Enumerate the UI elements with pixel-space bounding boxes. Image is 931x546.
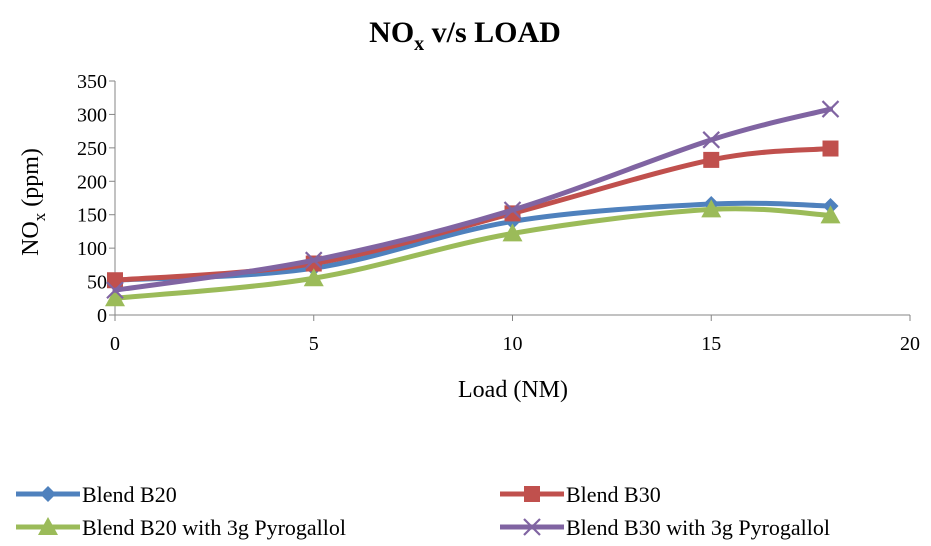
series-line [112, 146, 833, 283]
legend-marker [40, 486, 56, 502]
data-point [703, 151, 720, 168]
data-point [105, 288, 125, 307]
x-tick-label: 15 [701, 333, 721, 355]
data-point [303, 268, 324, 287]
data-point [503, 201, 522, 219]
data-point [106, 281, 124, 300]
series-layer [105, 100, 841, 307]
y-tick-label: 350 [77, 71, 107, 93]
series-line [112, 106, 833, 293]
series-3 [105, 199, 841, 307]
data-point [502, 223, 523, 242]
y-tick-label: 100 [77, 238, 107, 260]
x-tick-label: 5 [309, 333, 319, 355]
x-axis-title: Load (NM) [458, 377, 568, 403]
y-tick-label: 300 [77, 104, 107, 126]
legend-marker [523, 518, 541, 536]
chart-title: NOx v/s LOAD [369, 16, 561, 55]
legend: Blend B20 Blend B30 Blend B20 with 3g Pyro… [16, 482, 830, 540]
y-tick-label: 150 [77, 205, 107, 227]
series-4 [106, 100, 840, 300]
x-marker-strokes [702, 131, 721, 149]
x-tick-label: 0 [110, 333, 120, 355]
plot-axes: 0 50 100 150 200 250 300 350 0 5 10 15 20 [77, 71, 920, 355]
data-point [701, 199, 722, 218]
data-point [304, 251, 323, 269]
y-tick-label: 250 [77, 138, 107, 160]
y-axis-title: NOx (ppm) [18, 148, 49, 256]
data-point [702, 131, 721, 149]
x-marker-strokes [503, 201, 522, 219]
legend-label: Blend B30 with 3g Pyrogallol [566, 515, 830, 540]
legend-marker [524, 486, 540, 502]
x-marker-strokes [106, 281, 124, 300]
legend-marker [38, 517, 58, 535]
legend-label: Blend B30 [566, 482, 661, 507]
y-tick-label: 0 [97, 305, 107, 327]
y-tick-label: 50 [87, 272, 107, 294]
series-line [112, 206, 833, 301]
x-tick-label: 10 [503, 333, 523, 355]
data-point [820, 205, 841, 224]
legend-item-4: Blend B30 with 3g Pyrogallol [500, 515, 830, 540]
legend-item-1: Blend B20 [16, 482, 177, 507]
data-point [821, 100, 840, 118]
legend-label: Blend B20 with 3g Pyrogallol [82, 515, 346, 540]
series-2 [107, 140, 839, 289]
x-tick-label: 20 [900, 333, 920, 355]
data-point [107, 272, 123, 289]
x-marker-strokes [304, 251, 323, 269]
legend-item-2: Blend B30 [500, 482, 661, 507]
x-marker-strokes [523, 518, 541, 536]
data-point [822, 140, 839, 157]
legend-label: Blend B20 [82, 482, 177, 507]
y-tick-label: 200 [77, 171, 107, 193]
x-marker-strokes [821, 100, 840, 118]
legend-item-3: Blend B20 with 3g Pyrogallol [16, 515, 346, 540]
